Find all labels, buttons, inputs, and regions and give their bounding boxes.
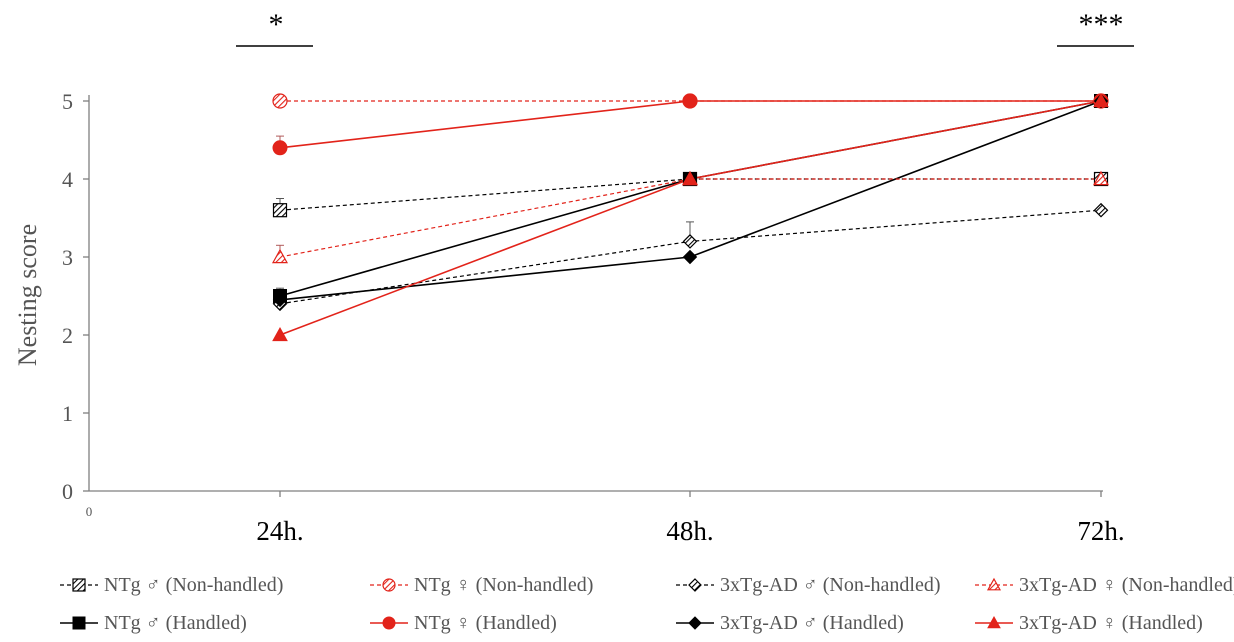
significance-annotations: * ***	[236, 8, 1134, 47]
error-bars	[276, 135, 1105, 304]
y-tick-label: 2	[62, 323, 73, 348]
legend-label-2: NTg ♀ (Non-handled)	[414, 574, 593, 596]
legend-label-5: 3xTg-AD ♂ (Handled)	[720, 612, 904, 634]
data-point-6	[271, 248, 289, 264]
legend-marker-5	[688, 616, 702, 630]
series-line-1	[279, 100, 1102, 297]
data-point-3	[682, 93, 698, 109]
legend-marker-0	[72, 578, 86, 592]
axes: 0 1 2 3 4 5 24h. 48h. 72h.	[62, 89, 1125, 546]
significance-label: *	[269, 8, 284, 41]
series-lines	[279, 100, 1102, 336]
data-point-7	[1093, 92, 1109, 108]
legend: NTg ♂ (Non-handled) NTg ♂ (Handled) NTg ♀ …	[60, 574, 1234, 634]
y-tick-label: 3	[62, 245, 73, 270]
legend-label-3: NTg ♀ (Handled)	[414, 612, 557, 634]
y-axis-label: Nesting score	[13, 224, 42, 366]
legend-marker-2	[382, 578, 396, 592]
legend-marker-7	[987, 615, 1001, 629]
y-tick-label: 1	[62, 401, 73, 426]
series-line-7	[279, 100, 1102, 336]
legend-label-1: NTg ♂ (Handled)	[104, 612, 247, 634]
data-point-4	[682, 234, 698, 249]
data-point-5	[272, 292, 288, 308]
legend-label-4: 3xTg-AD ♂ (Non-handled)	[720, 574, 941, 596]
data-point-7	[272, 326, 288, 342]
series-line-5	[279, 100, 1102, 301]
legend-label-0: NTg ♂ (Non-handled)	[104, 574, 283, 596]
x-tick-label: 48h.	[666, 516, 713, 546]
y-tick-label: 0	[62, 479, 73, 504]
x-tick-label: 72h.	[1077, 516, 1124, 546]
legend-marker-1	[72, 616, 86, 630]
x-axis-origin-label: 0	[86, 504, 93, 519]
legend-label-6: 3xTg-AD ♀ (Non-handled)	[1019, 574, 1234, 596]
legend-marker-6	[986, 577, 1002, 591]
data-point-0	[272, 203, 288, 218]
data-point-5	[682, 249, 698, 265]
x-tick-label: 24h.	[256, 516, 303, 546]
data-point-3	[272, 140, 288, 156]
data-point-2	[272, 93, 288, 109]
data-point-4	[1093, 202, 1109, 218]
data-point-7	[682, 170, 698, 186]
significance-label: ***	[1079, 8, 1124, 41]
y-tick-label: 5	[62, 89, 73, 114]
legend-marker-4	[688, 578, 702, 592]
y-tick-label: 4	[62, 167, 73, 192]
legend-label-7: 3xTg-AD ♀ (Handled)	[1019, 612, 1203, 634]
legend-marker-3	[382, 616, 396, 630]
data-point-6	[1092, 170, 1110, 186]
data-markers	[271, 92, 1110, 342]
